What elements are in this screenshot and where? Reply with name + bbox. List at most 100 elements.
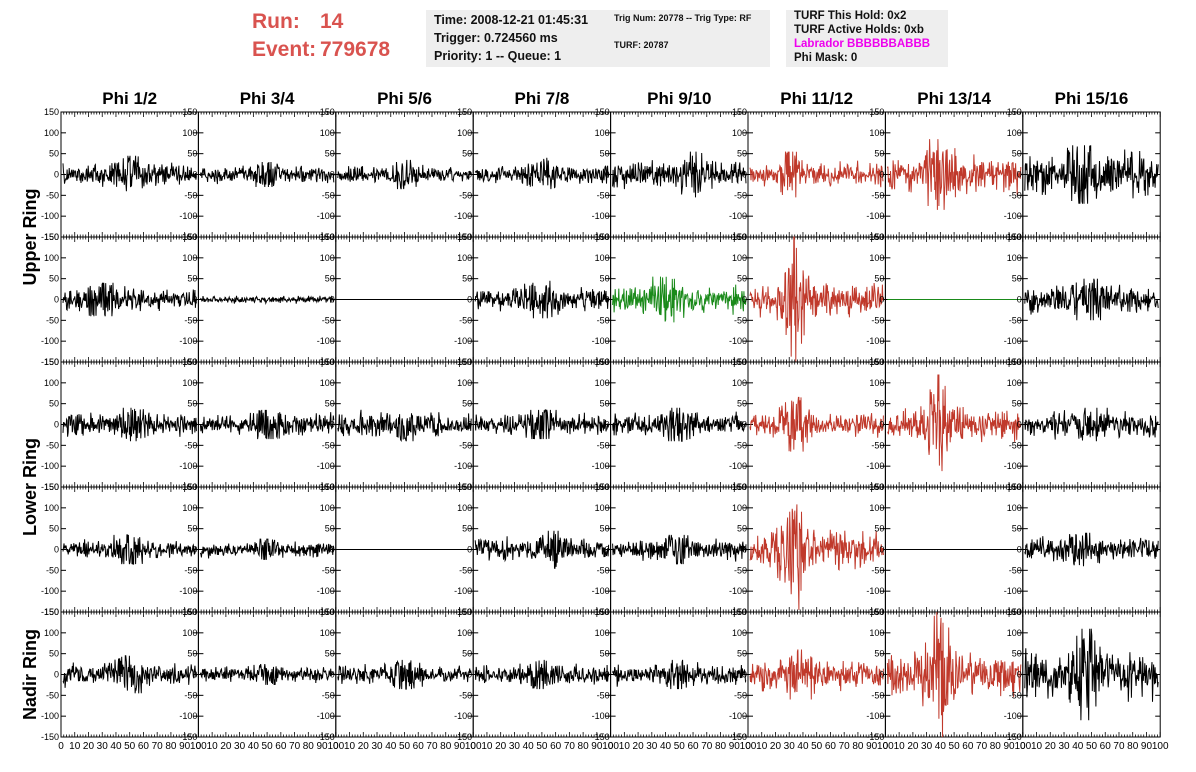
column-header: Phi 9/10 xyxy=(647,89,711,108)
y-tick-label: -50 xyxy=(734,190,747,200)
y-tick-label: -150 xyxy=(41,232,59,242)
y-tick-label: -50 xyxy=(322,690,335,700)
x-tick-label: 10 xyxy=(894,741,906,752)
waveform-trace xyxy=(199,161,335,188)
y-tick-label: -50 xyxy=(46,565,59,575)
y-tick-label: 150 xyxy=(457,607,472,617)
x-tick-label: 60 xyxy=(687,741,699,752)
y-tick-label: 0 xyxy=(192,170,197,180)
y-tick-label: 150 xyxy=(1007,357,1022,367)
y-tick-label: 100 xyxy=(869,378,884,388)
x-tick-label: 20 xyxy=(220,741,232,752)
run-label: Run: xyxy=(252,10,300,33)
y-tick-label: -50 xyxy=(871,440,884,450)
x-tick-label: 80 xyxy=(715,741,727,752)
x-tick-label: 60 xyxy=(825,741,837,752)
waveform-trace xyxy=(337,159,472,190)
x-tick-label: 30 xyxy=(97,741,109,752)
turf-panel: TURF This Hold: 0x2 TURF Active Holds: 0… xyxy=(786,10,948,67)
x-tick-label: 90 xyxy=(1003,741,1015,752)
x-tick-label: 100 xyxy=(465,741,482,752)
y-tick-label: -150 xyxy=(41,357,59,367)
y-tick-label: -50 xyxy=(184,440,197,450)
waveform-trace xyxy=(474,659,610,690)
x-tick-label: 70 xyxy=(701,741,713,752)
x-tick-label: 80 xyxy=(440,741,452,752)
y-tick-label: -100 xyxy=(41,711,59,721)
y-tick-label: 100 xyxy=(869,128,884,138)
y-tick-label: 50 xyxy=(600,149,610,159)
y-tick-label: 100 xyxy=(44,253,59,263)
y-tick-label: 150 xyxy=(44,232,59,242)
ring-label: Lower Ring xyxy=(20,438,40,536)
y-tick-label: 150 xyxy=(595,607,610,617)
y-tick-label: 150 xyxy=(320,232,335,242)
y-tick-label: 0 xyxy=(742,545,747,555)
panel-frame xyxy=(335,111,474,238)
column-header: Phi 13/14 xyxy=(917,89,991,108)
y-tick-label: 150 xyxy=(732,232,747,242)
y-tick-label: 150 xyxy=(457,357,472,367)
y-tick-label: -50 xyxy=(322,315,335,325)
y-tick-label: 0 xyxy=(742,170,747,180)
column-header: Phi 15/16 xyxy=(1055,89,1129,108)
event-label: Event: xyxy=(252,38,317,61)
y-tick-label: 150 xyxy=(182,482,197,492)
x-tick-label: 30 xyxy=(371,741,383,752)
y-tick-label: 100 xyxy=(732,628,747,638)
y-tick-label: 50 xyxy=(737,524,747,534)
y-tick-label: -100 xyxy=(179,211,197,221)
y-tick-label: -100 xyxy=(729,211,747,221)
y-tick-label: -50 xyxy=(46,440,59,450)
y-tick-label: 100 xyxy=(1007,253,1022,263)
y-tick-label: 50 xyxy=(325,149,335,159)
y-tick-label: 100 xyxy=(869,253,884,263)
y-tick-label: -50 xyxy=(597,190,610,200)
column-header: Phi 5/6 xyxy=(377,89,432,108)
waveform-trace xyxy=(886,139,1022,210)
priority-text: Priority: 1 -- Queue: 1 xyxy=(434,49,562,63)
waveform-trace xyxy=(62,534,197,565)
x-tick-label: 50 xyxy=(674,741,686,752)
y-tick-label: 0 xyxy=(467,170,472,180)
column-header: Phi 11/12 xyxy=(780,89,853,108)
y-tick-label: 150 xyxy=(732,482,747,492)
y-tick-label: -100 xyxy=(454,586,472,596)
x-tick-label: 90 xyxy=(454,741,466,752)
y-tick-label: -50 xyxy=(1009,190,1022,200)
y-tick-label: 50 xyxy=(462,524,472,534)
y-tick-label: -50 xyxy=(322,565,335,575)
y-tick-label: 50 xyxy=(737,149,747,159)
x-tick-label: 100 xyxy=(877,741,894,752)
y-tick-label: 50 xyxy=(600,524,610,534)
x-tick-label: 10 xyxy=(344,741,356,752)
x-tick-label: 30 xyxy=(234,741,246,752)
waveform-trace xyxy=(62,407,197,442)
y-tick-label: 100 xyxy=(457,628,472,638)
y-tick-label: 150 xyxy=(182,107,197,117)
y-tick-label: -100 xyxy=(592,211,610,221)
x-tick-label: 20 xyxy=(770,741,782,752)
x-tick-label: 20 xyxy=(495,741,507,752)
y-tick-label: 50 xyxy=(325,524,335,534)
y-tick-label: 150 xyxy=(457,232,472,242)
y-tick-label: -100 xyxy=(1004,461,1022,471)
y-tick-label: 100 xyxy=(595,378,610,388)
y-tick-label: 0 xyxy=(879,295,884,305)
y-tick-label: -100 xyxy=(729,336,747,346)
y-tick-label: 0 xyxy=(605,295,610,305)
trigger-text: Trigger: 0.724560 ms xyxy=(434,31,558,45)
waveform-trace xyxy=(62,655,197,694)
y-tick-label: -100 xyxy=(1004,211,1022,221)
y-tick-label: 0 xyxy=(1017,545,1022,555)
y-tick-label: -50 xyxy=(597,440,610,450)
y-tick-label: 0 xyxy=(192,295,197,305)
y-tick-label: 100 xyxy=(1007,378,1022,388)
x-tick-label: 30 xyxy=(646,741,658,752)
y-tick-label: 100 xyxy=(457,128,472,138)
y-tick-label: -50 xyxy=(46,315,59,325)
y-tick-label: -50 xyxy=(871,190,884,200)
labrador-text: Labrador BBBBBBABBB xyxy=(794,38,931,50)
column-header: Phi 7/8 xyxy=(514,89,569,108)
waveform-trace xyxy=(1024,407,1159,442)
